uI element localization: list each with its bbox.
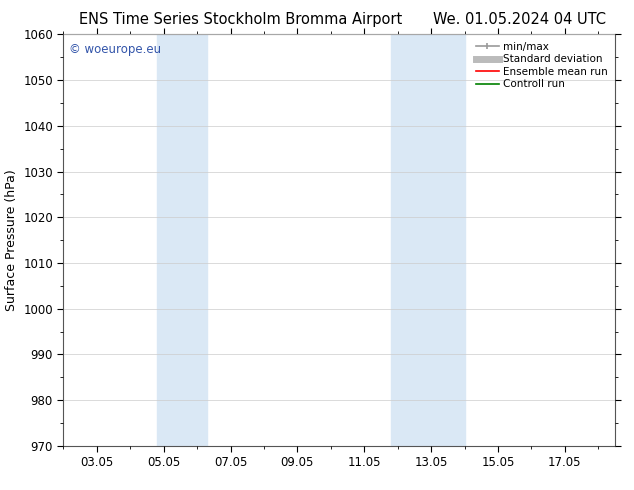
Text: ENS Time Series Stockholm Bromma Airport: ENS Time Series Stockholm Bromma Airport bbox=[79, 12, 403, 27]
Bar bbox=[157, 34, 207, 446]
Bar bbox=[391, 34, 465, 446]
Y-axis label: Surface Pressure (hPa): Surface Pressure (hPa) bbox=[4, 169, 18, 311]
Text: We. 01.05.2024 04 UTC: We. 01.05.2024 04 UTC bbox=[434, 12, 606, 27]
Legend: min/max, Standard deviation, Ensemble mean run, Controll run: min/max, Standard deviation, Ensemble me… bbox=[472, 37, 612, 94]
Text: © woeurope.eu: © woeurope.eu bbox=[69, 43, 161, 55]
